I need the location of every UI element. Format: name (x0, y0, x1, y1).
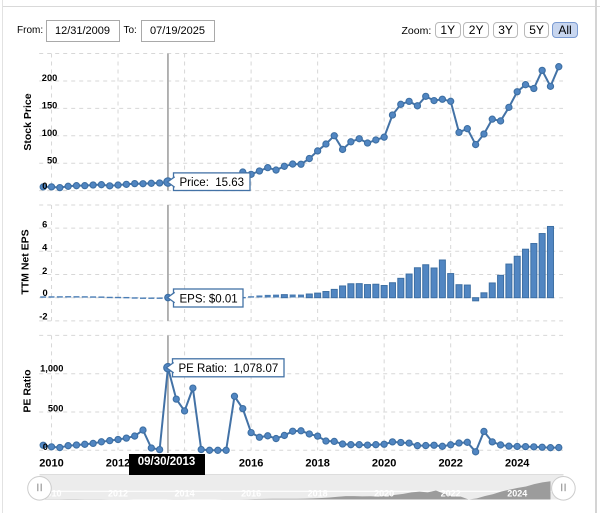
svg-text:500: 500 (48, 404, 64, 414)
svg-text:2: 2 (42, 266, 47, 276)
svg-text:0: 0 (43, 288, 48, 298)
svg-text:0: 0 (42, 181, 47, 191)
svg-text:TTM Net EPS: TTM Net EPS (19, 229, 31, 294)
svg-text:Stock Price: Stock Price (22, 93, 34, 150)
svg-text:2022: 2022 (438, 458, 462, 470)
svg-text:1,000: 1,000 (40, 364, 63, 374)
svg-text:2012: 2012 (108, 489, 128, 499)
svg-text:50: 50 (47, 155, 57, 165)
svg-text:2020: 2020 (374, 489, 394, 499)
svg-text:2010: 2010 (42, 489, 62, 499)
svg-text:200: 200 (42, 73, 58, 83)
svg-text:4: 4 (42, 243, 48, 253)
svg-text:Price: 15.63: Price: 15.63 (180, 177, 245, 189)
svg-text:EPS: $0.01: EPS: $0.01 (180, 293, 238, 305)
svg-text:PE Ratio: 1,078.07: PE Ratio: 1,078.07 (179, 363, 279, 375)
svg-text:2020: 2020 (372, 458, 396, 470)
svg-text:2014: 2014 (175, 489, 195, 499)
svg-text:2018: 2018 (308, 489, 328, 499)
svg-text:150: 150 (42, 101, 58, 111)
svg-text:2016: 2016 (239, 458, 263, 470)
svg-text:0: 0 (43, 442, 48, 452)
svg-text:6: 6 (42, 219, 47, 229)
svg-text:2018: 2018 (305, 458, 329, 470)
svg-text:2024: 2024 (505, 458, 530, 470)
svg-text:2022: 2022 (441, 489, 461, 499)
svg-text:2016: 2016 (241, 489, 261, 499)
svg-text:2012: 2012 (106, 458, 130, 470)
svg-text:09/30/2013: 09/30/2013 (138, 456, 196, 468)
svg-text:2024: 2024 (507, 489, 527, 499)
svg-text:PE Ratio: PE Ratio (22, 369, 34, 412)
svg-text:-2: -2 (39, 311, 47, 321)
svg-text:100: 100 (42, 128, 58, 138)
svg-text:2010: 2010 (39, 458, 63, 470)
